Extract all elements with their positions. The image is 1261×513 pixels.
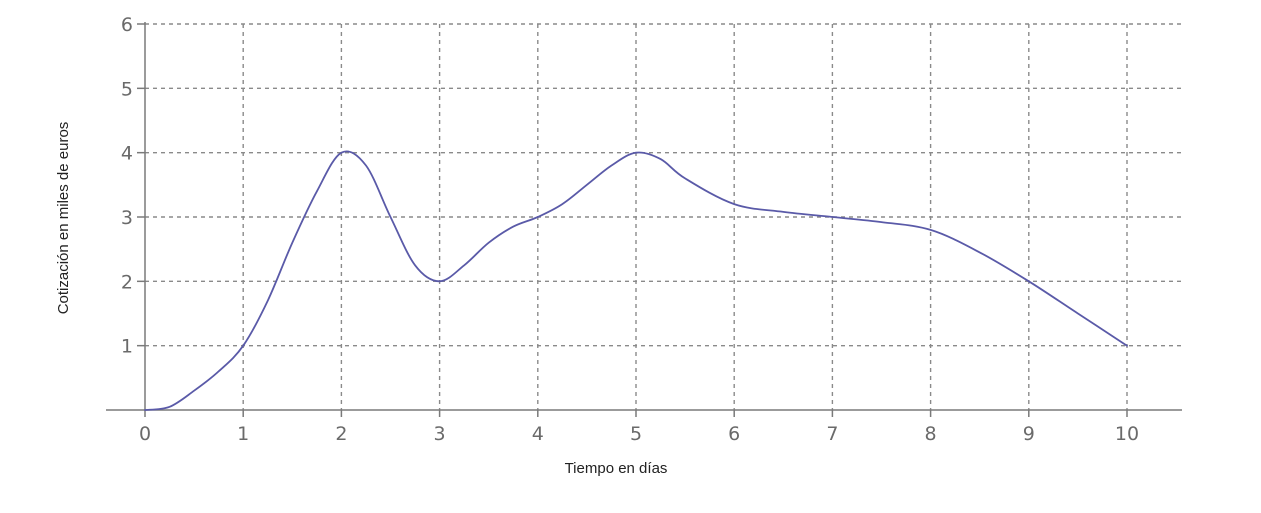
y-tick-label-1: 1: [121, 336, 133, 358]
y-tick-label-3: 3: [121, 207, 133, 229]
x-axis-label: Tiempo en días: [565, 460, 668, 477]
x-tick-label-9: 9: [1023, 423, 1035, 445]
x-tick-label-0: 0: [139, 423, 151, 445]
x-tick-label-6: 6: [728, 423, 740, 445]
axes: [106, 22, 1182, 417]
grid: [145, 23, 1182, 410]
x-tick-label-5: 5: [630, 423, 642, 445]
y-axis-label: Cotización en miles de euros: [55, 122, 72, 315]
x-tick-label-4: 4: [532, 423, 544, 445]
series: [144, 150, 1128, 411]
x-tick-label-3: 3: [434, 423, 446, 445]
x-tick-label-7: 7: [826, 423, 838, 445]
tick-labels: 1 2 3 4 5 6 0 1 2 3 4 5 6 7 8 9 10: [121, 14, 1139, 445]
y-tick-label-6: 6: [121, 14, 133, 36]
x-tick-label-8: 8: [925, 423, 937, 445]
x-tick-label-1: 1: [237, 423, 249, 445]
x-tick-label-10: 10: [1115, 423, 1139, 445]
series-line-0: [144, 150, 1128, 411]
y-tick-label-4: 4: [121, 143, 133, 165]
y-tick-label-2: 2: [121, 271, 133, 293]
x-tick-label-2: 2: [335, 423, 347, 445]
y-tick-label-5: 5: [121, 78, 133, 100]
